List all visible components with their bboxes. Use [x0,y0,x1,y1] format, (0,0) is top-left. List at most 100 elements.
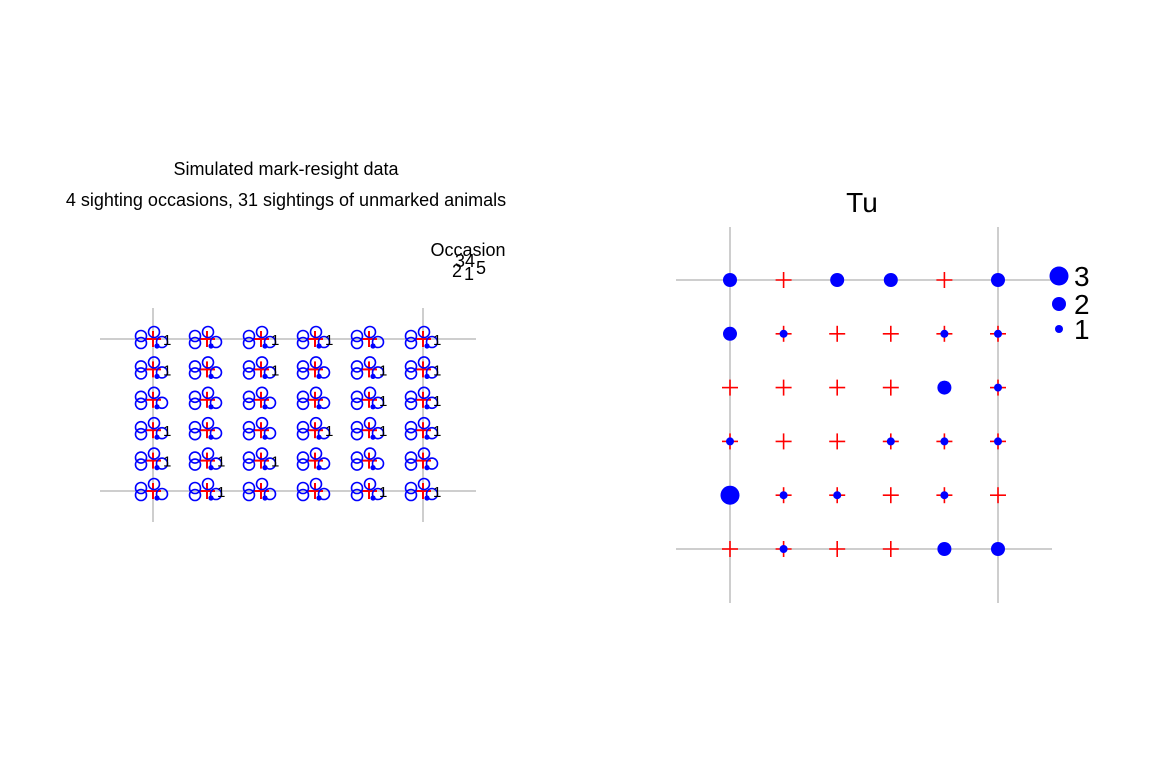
occasion-circle [188,427,202,441]
occasion-circle [371,396,385,410]
trap-count-4-1 [775,487,792,504]
occasion-circle [404,427,418,441]
occasion-circle [417,356,431,369]
trap-count-4-2 [829,487,846,504]
trap-2-1 [188,386,223,411]
trap-count-2-4 [937,380,952,395]
occasion-circle [317,487,331,501]
count-circle [937,542,952,556]
left-trap-marks: 1 1 1 1 1 1 1 1 1 1 1 1 1 1 1 1 1 1 1 1 [134,325,441,502]
occasion-circle [350,390,364,404]
occasion-circle [350,367,364,380]
occasion-label: 1 [163,332,171,349]
trap-1-4: 1 [350,356,387,380]
occasion-circle [296,367,310,380]
occasion-circle [296,336,310,350]
trap-5-3 [296,477,331,502]
right-panel: Tu 321 [676,187,1090,603]
occasion-circle [296,481,310,495]
sighting-dot [208,404,214,410]
occasion-circle [209,457,223,470]
occasion-circle [404,397,418,411]
occasion-circle [242,458,256,471]
sighting-dot [262,495,268,501]
sighting-dot [208,373,214,379]
occasion-circle [188,451,202,464]
occasion-circle [317,366,331,379]
occasion-circle [371,366,385,379]
trap-3-0: 1 [134,416,171,441]
sighting-dot [262,434,268,440]
left-legend-row2b: 1 [464,264,474,284]
trap-4-5 [404,447,439,471]
trap-count-5-0 [722,541,738,557]
occasion-circle [255,416,269,430]
trap-5-2 [242,477,277,502]
occasion-circle [155,335,169,349]
occasion-circle [404,360,418,373]
occasion-circle [209,366,223,379]
occasion-circle [296,458,310,471]
sighting-dot [424,495,430,501]
trap-count-0-3 [883,273,898,287]
occasion-circle [363,325,377,339]
sighting-dot [316,404,322,410]
occasion-circle [242,367,256,380]
occasion-circle [350,360,364,373]
trap-count-1-5 [990,325,1006,342]
legend-entry-2: 2 [1052,289,1090,320]
occasion-circle [404,451,418,464]
left-panel: Simulated mark-resight data 4 sighting o… [66,159,506,522]
occasion-circle [404,390,418,404]
trap-4-4 [350,447,385,471]
occasion-circle [309,325,323,339]
count-circle [991,273,1005,287]
legend-circle [1049,266,1069,286]
occasion-circle [296,329,310,343]
occasion-circle [134,397,148,411]
occasion-circle [242,329,256,343]
occasion-circle [309,416,323,430]
occasion-circle [209,426,223,440]
occasion-circle [155,487,169,501]
occasion-circle [188,367,202,380]
occasion-circle [404,336,418,350]
occasion-circle [350,488,364,502]
occasion-circle [255,477,269,491]
occasion-circle [363,416,377,430]
occasion-circle [155,457,169,470]
count-circle [940,329,949,338]
occasion-label: 1 [379,362,387,379]
legend-label: 3 [1074,261,1090,292]
occasion-label: 1 [163,423,171,440]
occasion-circle [188,481,202,495]
occasion-circle [404,488,418,502]
trap-2-0 [134,386,169,411]
occasion-circle [155,426,169,440]
occasion-label: 1 [217,484,225,501]
occasion-circle [201,416,215,430]
occasion-circle [317,457,331,470]
trap-0-3: 1 [296,325,333,350]
trap-4-2: 1 [242,447,279,471]
occasion-circle [417,325,431,339]
occasion-label: 1 [379,484,387,501]
trap-count-3-4 [936,433,953,450]
trap-count-0-2 [830,273,845,287]
trap-count-3-3 [882,433,899,450]
occasion-circle [404,420,418,434]
occasion-circle [134,336,148,350]
occasion-circle [147,356,161,369]
occasion-label: 1 [433,393,441,410]
left-legend-row1: 34 [455,251,475,271]
trap-count-4-0 [720,485,740,505]
occasion-circle [155,366,169,379]
trap-0-1 [188,325,223,350]
trap-2-3 [296,386,331,411]
sighting-dot [370,434,376,440]
trap-5-4: 1 [350,477,387,502]
count-circle [723,326,737,341]
occasion-circle [242,451,256,464]
occasion-circle [425,335,439,349]
